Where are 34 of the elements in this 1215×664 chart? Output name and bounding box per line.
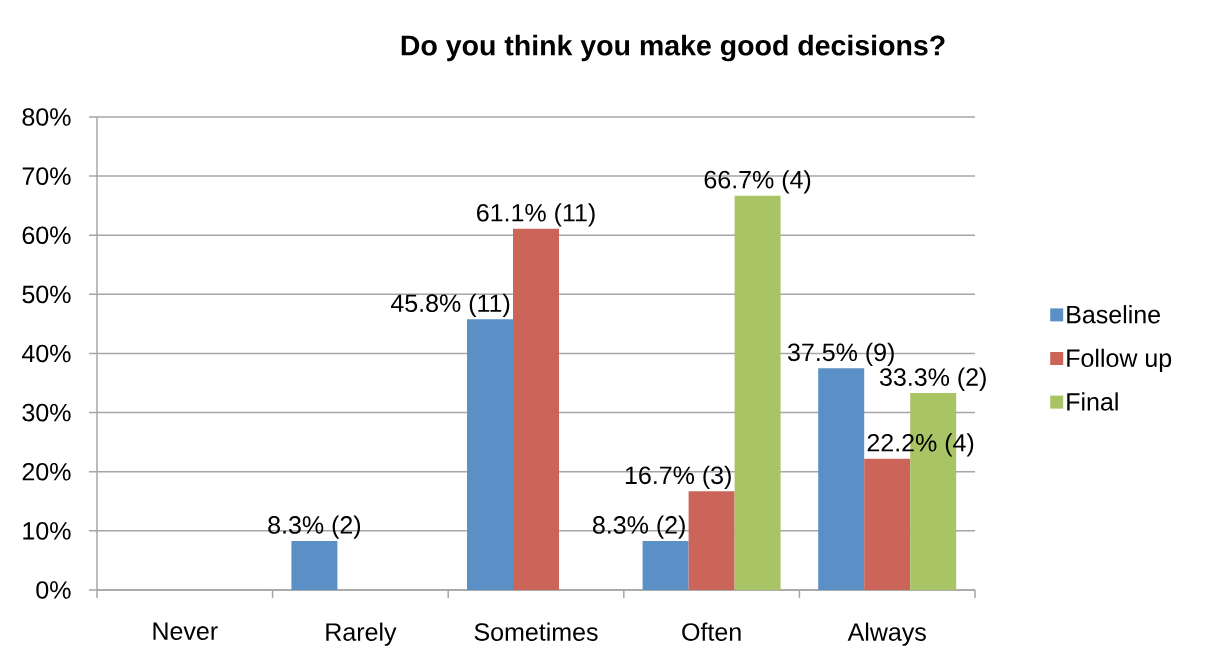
data-label: 37.5% (9) xyxy=(787,342,894,367)
x-tick-label: Sometimes xyxy=(474,622,598,641)
data-label: 66.7% (4) xyxy=(704,170,811,194)
y-tick-label: 40% xyxy=(22,344,71,363)
y-tick-label: 30% xyxy=(22,403,71,422)
data-label: 45.8% (11) xyxy=(390,293,510,318)
data-label: 16.7% (3) xyxy=(625,465,731,490)
y-tick-label: 20% xyxy=(22,462,71,481)
y-tick-label: 70% xyxy=(22,167,71,185)
bar xyxy=(688,491,735,590)
x-tick-label: Often xyxy=(682,622,741,641)
chart-title: Do you think you make good decisions? xyxy=(401,34,945,62)
data-label: 61.1% (11) xyxy=(477,203,595,227)
y-tick-label: 60% xyxy=(22,226,71,245)
legend-label: Baseline xyxy=(1067,305,1160,324)
x-tick-label: Rarely xyxy=(326,622,397,646)
bar xyxy=(818,368,865,590)
data-label: 33.3% (2) xyxy=(879,367,986,391)
y-tick-label: 0% xyxy=(36,581,71,599)
legend-label: Follow up xyxy=(1067,348,1172,372)
legend-label: Final xyxy=(1067,392,1118,411)
bar xyxy=(734,195,781,590)
bar xyxy=(864,458,911,590)
data-label: 8.3% (2) xyxy=(268,515,361,539)
y-tick-label: 80% xyxy=(22,108,71,126)
bar xyxy=(642,540,689,590)
bar xyxy=(513,228,560,590)
x-tick-label: Always xyxy=(847,622,926,646)
bar xyxy=(291,540,338,590)
bar xyxy=(467,319,514,590)
data-label: 8.3% (2) xyxy=(593,515,685,539)
y-tick-label: 10% xyxy=(23,522,71,540)
y-tick-label: 50% xyxy=(22,285,71,304)
x-tick-label: Never xyxy=(153,622,218,640)
